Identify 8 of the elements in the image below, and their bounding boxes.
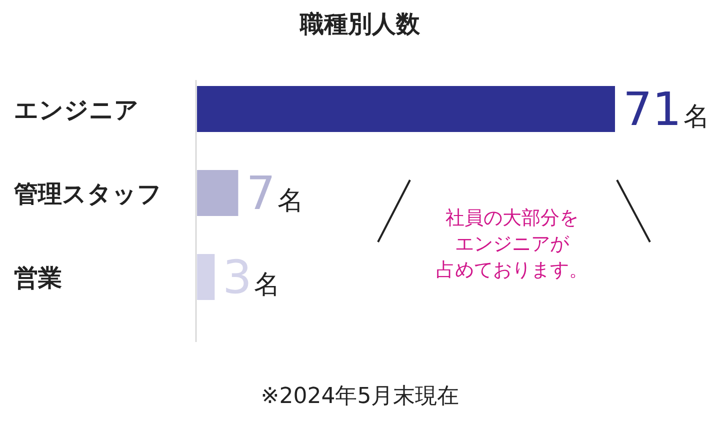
annotation: 社員の大部分をエンジニアが占めております。 xyxy=(436,207,588,281)
y-tick-label: エンジニア xyxy=(14,96,139,124)
data-label: 71名 xyxy=(623,82,710,136)
data-label: 7名 xyxy=(246,166,304,220)
chart-title: 職種別人数 xyxy=(299,10,421,38)
y-tick-label: 営業 xyxy=(14,264,62,292)
text: ※2024年5月末現在 xyxy=(260,384,460,409)
y-tick-label: 管理スタッフ xyxy=(13,180,162,208)
